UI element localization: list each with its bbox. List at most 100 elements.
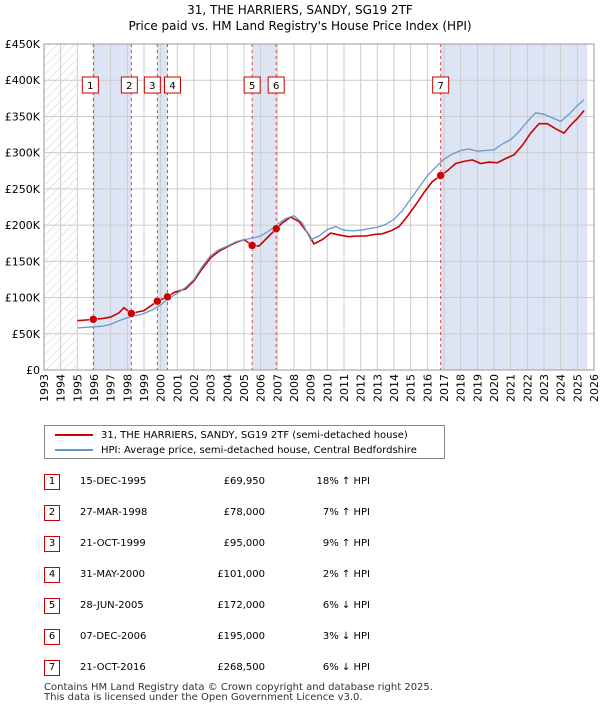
- sale-label-box: [164, 76, 181, 94]
- x-tick-label: 2000: [155, 374, 168, 402]
- sale-number-badge: 5: [44, 598, 60, 614]
- legend-item-hpi: HPI: Average price, semi-detached house,…: [55, 444, 417, 458]
- y-tick-label: £100K: [5, 292, 41, 305]
- sale-price: £69,950: [223, 476, 265, 487]
- sale-date: 21-OCT-1999: [80, 538, 146, 549]
- x-tick-label: 1999: [138, 374, 151, 402]
- x-tick-label: 2015: [405, 374, 418, 402]
- sale-number-badge: 4: [44, 567, 60, 583]
- sale-hpi-diff: 9% ↑ HPI: [322, 538, 370, 549]
- sale-date: 28-JUN-2005: [80, 600, 144, 611]
- sale-label-text: 2: [126, 81, 132, 92]
- y-tick-label: £0: [26, 364, 40, 377]
- x-tick-label: 2011: [338, 374, 351, 402]
- sale-point: [436, 171, 445, 180]
- sale-label-box: [243, 76, 261, 94]
- sale-hpi-diff: 7% ↑ HPI: [322, 507, 370, 518]
- sale-hpi-diff: 3% ↓ HPI: [322, 631, 370, 642]
- x-tick-label: 2025: [571, 374, 584, 402]
- sale-label-5: 5: [243, 76, 261, 94]
- sale-label-text: 3: [149, 81, 155, 92]
- sale-hpi-diff: 6% ↓ HPI: [322, 600, 370, 611]
- x-tick-label: 2010: [321, 374, 334, 402]
- x-tick-label: 2019: [471, 374, 484, 402]
- sale-date: 31-MAY-2000: [80, 569, 146, 580]
- x-tick-label: 2006: [255, 374, 268, 402]
- x-tick-label: 2020: [488, 374, 501, 402]
- x-tick-label: 2007: [271, 374, 284, 402]
- x-tick-label: 2013: [371, 374, 384, 402]
- x-tick-label: 2008: [288, 374, 301, 402]
- table-row: 5 28-JUN-2005 £172,000 6% ↓ HPI: [0, 596, 600, 616]
- sale-price: £101,000: [217, 569, 265, 580]
- footer: Contains HM Land Registry data © Crown c…: [44, 683, 433, 703]
- sale-hpi-diff: 2% ↑ HPI: [322, 569, 370, 580]
- sale-point: [163, 292, 172, 302]
- x-tick-label: 1993: [38, 374, 51, 402]
- legend-label-hpi: HPI: Average price, semi-detached house,…: [101, 445, 417, 456]
- legend: 31, THE HARRIERS, SANDY, SG19 2TF (semi-…: [44, 425, 445, 459]
- y-tick-label: £200K: [5, 219, 41, 232]
- sale-hpi-diff: 6% ↓ HPI: [322, 662, 370, 673]
- sale-point: [89, 315, 98, 324]
- table-row: 2 27-MAR-1998 £78,000 7% ↑ HPI: [0, 503, 600, 523]
- sale-date: 07-DEC-2006: [80, 631, 147, 642]
- ownership-shade: [252, 44, 277, 370]
- legend-swatch-hpi: [55, 449, 93, 451]
- sale-point: [153, 296, 162, 306]
- legend-label-property: 31, THE HARRIERS, SANDY, SG19 2TF (semi-…: [101, 430, 408, 441]
- chart-title-line2: Price paid vs. HM Land Registry's House …: [128, 19, 472, 33]
- x-tick-label: 1995: [71, 374, 84, 402]
- sale-label-2: 2: [120, 76, 138, 94]
- series-line-hpi: [77, 99, 585, 329]
- x-tick-label: 1996: [88, 374, 101, 402]
- y-tick-label: £50K: [12, 328, 41, 341]
- sale-number-badge: 2: [44, 505, 60, 521]
- sale-price: £78,000: [223, 507, 265, 518]
- x-tick-label: 2018: [455, 374, 468, 402]
- y-tick-label: £350K: [5, 110, 41, 123]
- sale-label-6: 6: [267, 76, 285, 94]
- sale-price: £195,000: [217, 631, 265, 642]
- sale-date: 15-DEC-1995: [80, 476, 147, 487]
- sale-label-box: [432, 76, 450, 94]
- y-tick-label: £400K: [5, 74, 41, 87]
- sale-price: £95,000: [223, 538, 265, 549]
- x-tick-label: 2023: [538, 374, 551, 402]
- x-tick-label: 2009: [305, 374, 318, 402]
- y-tick-label: £150K: [5, 255, 41, 268]
- plot-frame: [43, 43, 595, 371]
- ownership-shade: [440, 44, 588, 370]
- x-tick-label: 2016: [421, 374, 434, 402]
- y-tick-label: £250K: [5, 183, 41, 196]
- x-tick-label: 1994: [55, 374, 68, 402]
- ownership-shade: [157, 44, 168, 370]
- legend-item-property: 31, THE HARRIERS, SANDY, SG19 2TF (semi-…: [55, 429, 408, 443]
- sale-label-4: 4: [164, 76, 181, 94]
- x-tick-label: 2002: [188, 374, 201, 402]
- y-tick-label: £300K: [5, 147, 41, 160]
- sale-label-text: 7: [437, 81, 443, 92]
- table-row: 4 31-MAY-2000 £101,000 2% ↑ HPI: [0, 565, 600, 585]
- sale-label-text: 5: [249, 81, 255, 92]
- footer-copyright: Contains HM Land Registry data © Crown c…: [44, 682, 433, 693]
- table-row: 1 15-DEC-1995 £69,950 18% ↑ HPI: [0, 472, 600, 492]
- sale-date: 27-MAR-1998: [80, 507, 148, 518]
- sale-label-box: [267, 76, 285, 94]
- table-row: 7 21-OCT-2016 £268,500 6% ↓ HPI: [0, 658, 600, 678]
- legend-swatch-property: [55, 434, 93, 436]
- sale-label-7: 7: [432, 76, 450, 94]
- sale-label-text: 4: [169, 81, 175, 92]
- sale-hpi-diff: 18% ↑ HPI: [316, 476, 370, 487]
- sale-price: £172,000: [217, 600, 265, 611]
- table-row: 6 07-DEC-2006 £195,000 3% ↓ HPI: [0, 627, 600, 647]
- x-tick-label: 2003: [205, 374, 218, 402]
- x-tick-label: 2022: [521, 374, 534, 402]
- x-tick-label: 2004: [221, 374, 234, 402]
- sale-number-badge: 7: [44, 660, 60, 676]
- sale-label-box: [120, 76, 138, 94]
- table-row: 3 21-OCT-1999 £95,000 9% ↑ HPI: [0, 534, 600, 554]
- x-tick-label: 1997: [105, 374, 118, 402]
- sale-label-box: [143, 76, 161, 94]
- sale-point: [271, 224, 281, 233]
